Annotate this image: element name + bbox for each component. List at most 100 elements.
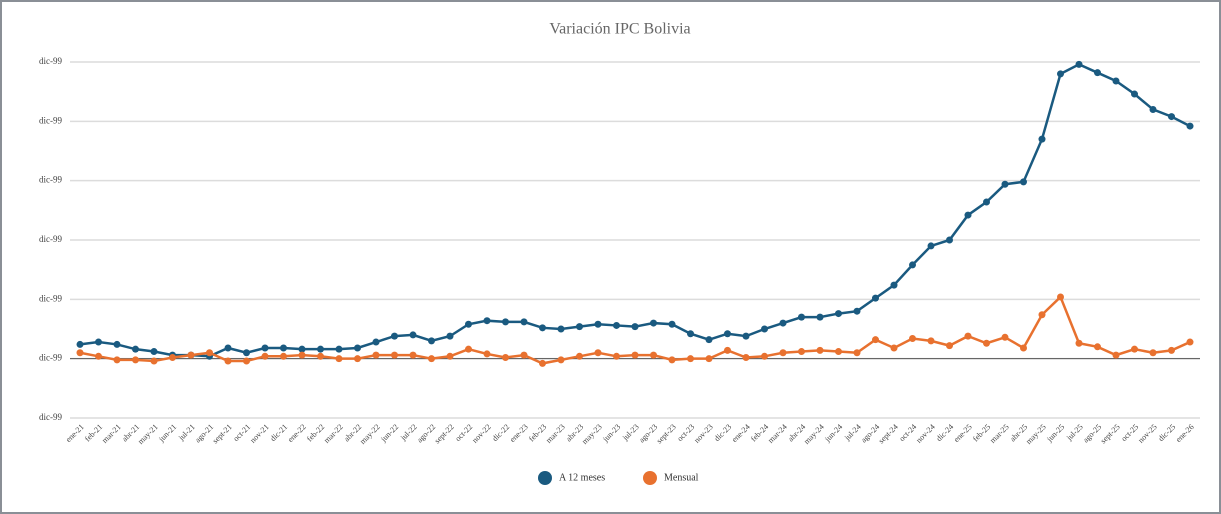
series-point	[520, 318, 528, 326]
series-point	[335, 345, 343, 353]
series-point	[391, 351, 398, 359]
series-point	[1020, 178, 1027, 186]
series-point	[779, 319, 787, 327]
series-point	[113, 340, 121, 348]
series-point	[95, 338, 102, 346]
series-point	[650, 319, 657, 327]
series-point	[631, 323, 639, 331]
series-point	[983, 198, 990, 206]
series-point	[927, 337, 935, 345]
series-point	[243, 349, 250, 357]
series-point	[668, 320, 676, 328]
series-point	[668, 356, 676, 364]
series-point	[1038, 311, 1046, 319]
y-tick-label: dic-99	[39, 56, 62, 66]
series-point	[354, 355, 361, 363]
series-point	[150, 357, 158, 365]
series-point	[446, 332, 454, 340]
series-point	[705, 355, 713, 363]
series-point	[1131, 90, 1138, 98]
series-point	[909, 261, 916, 269]
series-point	[687, 330, 694, 338]
series-point	[853, 349, 861, 357]
series-point	[539, 359, 546, 367]
series-point	[835, 310, 842, 318]
series-point	[132, 345, 139, 353]
series-point	[946, 342, 953, 350]
series-point	[409, 351, 417, 359]
series-point	[946, 236, 953, 244]
series-point	[576, 352, 583, 360]
series-point	[317, 352, 324, 360]
series-point	[1149, 349, 1157, 357]
series-point	[1094, 343, 1101, 351]
series-point	[261, 344, 269, 352]
series-point	[372, 351, 380, 359]
series-point	[872, 336, 879, 344]
series-point	[890, 344, 898, 352]
series-point	[520, 351, 528, 359]
series-point	[483, 350, 491, 358]
series-point	[816, 346, 824, 354]
series-point	[1075, 339, 1083, 347]
series-point	[1112, 351, 1120, 359]
series-point	[224, 344, 232, 352]
series-point	[816, 313, 824, 321]
series-point	[724, 330, 731, 338]
series-point	[298, 351, 306, 359]
series-point	[335, 355, 343, 363]
series-point	[1001, 180, 1009, 188]
series-point	[650, 351, 657, 359]
series-point	[1168, 346, 1175, 354]
y-tick-label: dic-99	[39, 293, 62, 303]
series-point	[206, 349, 213, 357]
series-point	[1020, 344, 1027, 352]
y-tick-label: dic-99	[39, 353, 62, 363]
series-point	[927, 242, 935, 250]
series-point	[465, 345, 472, 353]
series-point	[1149, 105, 1157, 113]
series-point	[631, 351, 639, 359]
series-point	[261, 352, 269, 360]
series-point	[1038, 135, 1046, 143]
series-point	[95, 352, 102, 360]
series-point	[742, 332, 750, 340]
series-point	[909, 334, 916, 342]
series-point	[502, 353, 509, 361]
series-point	[983, 339, 990, 347]
series-point	[428, 337, 435, 345]
series-point	[76, 349, 84, 357]
series-point	[150, 348, 158, 356]
series-point	[705, 336, 713, 344]
y-tick-label: dic-99	[39, 115, 62, 125]
series-point	[539, 324, 546, 332]
series-point	[798, 348, 805, 356]
series-point	[613, 352, 620, 360]
series-point	[872, 294, 879, 302]
legend-marker	[538, 471, 552, 485]
series-point	[298, 345, 306, 353]
series-point	[243, 357, 250, 365]
series-point	[1057, 293, 1064, 301]
legend-marker	[643, 471, 657, 485]
series-point	[224, 357, 232, 365]
series-point	[1186, 122, 1194, 130]
series-point	[1112, 77, 1120, 85]
series-point	[779, 349, 787, 357]
series-point	[169, 353, 176, 361]
series-point	[113, 356, 121, 364]
series-point	[280, 352, 287, 360]
series-point	[280, 344, 287, 352]
series-point	[132, 356, 139, 364]
series-point	[1001, 333, 1009, 341]
series-point	[761, 325, 768, 333]
series-point	[724, 346, 731, 354]
legend-text: Mensual	[664, 472, 699, 483]
series-point	[391, 332, 398, 340]
series-point	[1057, 70, 1064, 78]
series-point	[557, 356, 565, 364]
series-point	[317, 345, 324, 353]
series-point	[890, 281, 898, 289]
